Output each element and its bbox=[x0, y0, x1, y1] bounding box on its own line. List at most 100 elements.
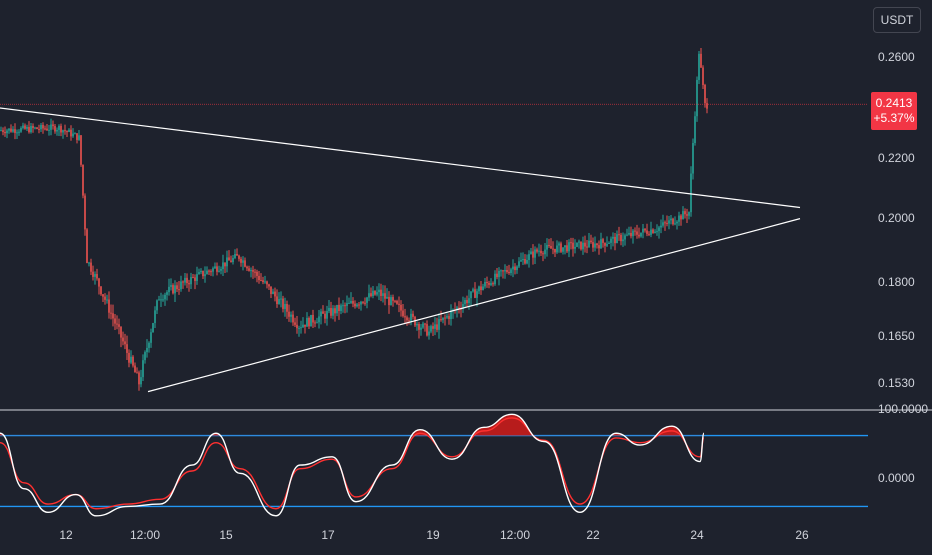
candle-body bbox=[588, 240, 590, 248]
candle-body bbox=[512, 266, 514, 270]
candle-body bbox=[142, 360, 144, 378]
candle-body bbox=[240, 258, 242, 263]
candle-body bbox=[122, 337, 124, 342]
candle-body bbox=[616, 234, 618, 244]
candle-body bbox=[510, 269, 512, 274]
candle-body bbox=[558, 243, 560, 246]
candle-body bbox=[470, 291, 472, 299]
candle-body bbox=[306, 317, 308, 327]
candle-body bbox=[426, 324, 428, 336]
candle-body bbox=[396, 300, 398, 304]
candle-body bbox=[130, 356, 132, 363]
candle-body bbox=[96, 274, 98, 279]
candle-body bbox=[482, 286, 484, 291]
candle-body bbox=[184, 277, 186, 283]
candle-body bbox=[422, 323, 424, 328]
candle-body bbox=[440, 319, 442, 321]
candle-body bbox=[600, 239, 602, 249]
currency-selector-button[interactable]: USDT bbox=[873, 7, 921, 33]
time-tick-label: 22 bbox=[586, 528, 600, 542]
candle-body bbox=[166, 292, 168, 295]
candle-body bbox=[368, 293, 370, 298]
last-price-change: +5.37% bbox=[873, 111, 915, 125]
candle-body bbox=[288, 311, 290, 317]
candle-body bbox=[282, 298, 284, 309]
candle-body bbox=[634, 230, 636, 232]
candle-body bbox=[366, 297, 368, 303]
candle-body bbox=[222, 262, 224, 269]
candle-body bbox=[480, 286, 482, 291]
candle-body bbox=[188, 283, 190, 285]
candle-body bbox=[144, 352, 146, 361]
candle-body bbox=[168, 286, 170, 293]
candle-body bbox=[94, 274, 96, 277]
candle-body bbox=[340, 305, 342, 312]
candle-body bbox=[438, 319, 440, 330]
candle-body bbox=[624, 235, 626, 240]
candle-body bbox=[678, 215, 680, 222]
candle-body bbox=[48, 129, 50, 131]
candle-body bbox=[682, 211, 684, 220]
candle-body bbox=[338, 304, 340, 312]
candle-body bbox=[108, 299, 110, 313]
candle-body bbox=[528, 254, 530, 261]
candle-body bbox=[354, 303, 356, 307]
price-tick-label: 0.1530 bbox=[878, 376, 915, 390]
candle-body bbox=[518, 261, 520, 267]
candle-body bbox=[476, 291, 478, 298]
candle-body bbox=[554, 248, 556, 253]
candle-body bbox=[672, 218, 674, 225]
candle-body bbox=[536, 249, 538, 252]
candle-body bbox=[568, 242, 570, 252]
candle-body bbox=[102, 294, 104, 297]
candle-body bbox=[174, 285, 176, 294]
candle-body bbox=[298, 327, 300, 329]
candle-body bbox=[296, 324, 298, 329]
candle-body bbox=[114, 318, 116, 324]
candle-body bbox=[408, 320, 410, 322]
candle-body bbox=[248, 268, 250, 271]
candle-body bbox=[266, 281, 268, 285]
candle-body bbox=[404, 316, 406, 318]
candle-body bbox=[156, 300, 158, 311]
candle-body bbox=[286, 304, 288, 312]
candle-body bbox=[60, 125, 62, 133]
candle-body bbox=[190, 277, 192, 285]
candle-body bbox=[496, 273, 498, 278]
candle-body bbox=[244, 260, 246, 267]
candle-body bbox=[62, 130, 64, 133]
candle-body bbox=[92, 271, 94, 277]
candle-body bbox=[258, 275, 260, 281]
candle-body bbox=[586, 246, 588, 248]
candle-body bbox=[498, 270, 500, 278]
candle-body bbox=[252, 270, 254, 272]
candle-body bbox=[176, 285, 178, 290]
candle-body bbox=[272, 291, 274, 294]
candle-body bbox=[328, 307, 330, 312]
candle-body bbox=[104, 296, 106, 300]
candle-body bbox=[674, 223, 676, 225]
candle-body bbox=[444, 317, 446, 319]
candle-body bbox=[280, 298, 282, 300]
candle-body bbox=[236, 254, 238, 256]
candle-body bbox=[604, 242, 606, 246]
candle-body bbox=[406, 317, 408, 321]
candle-body bbox=[446, 316, 448, 318]
candle-body bbox=[316, 322, 318, 324]
candle-body bbox=[486, 281, 488, 283]
candle-body bbox=[56, 129, 58, 132]
candle-body bbox=[164, 294, 166, 300]
candle-body bbox=[606, 243, 608, 246]
candle-body bbox=[116, 323, 118, 325]
candle-body bbox=[76, 133, 78, 140]
candle-body bbox=[570, 242, 572, 244]
last-price-value: 0.2413 bbox=[875, 96, 913, 110]
price-tick-label: 0.1650 bbox=[878, 329, 915, 343]
candle-body bbox=[216, 266, 218, 272]
time-tick-label: 12:00 bbox=[130, 528, 160, 542]
candle-body bbox=[162, 299, 164, 301]
candle-body bbox=[224, 262, 226, 267]
candle-body bbox=[210, 271, 212, 273]
